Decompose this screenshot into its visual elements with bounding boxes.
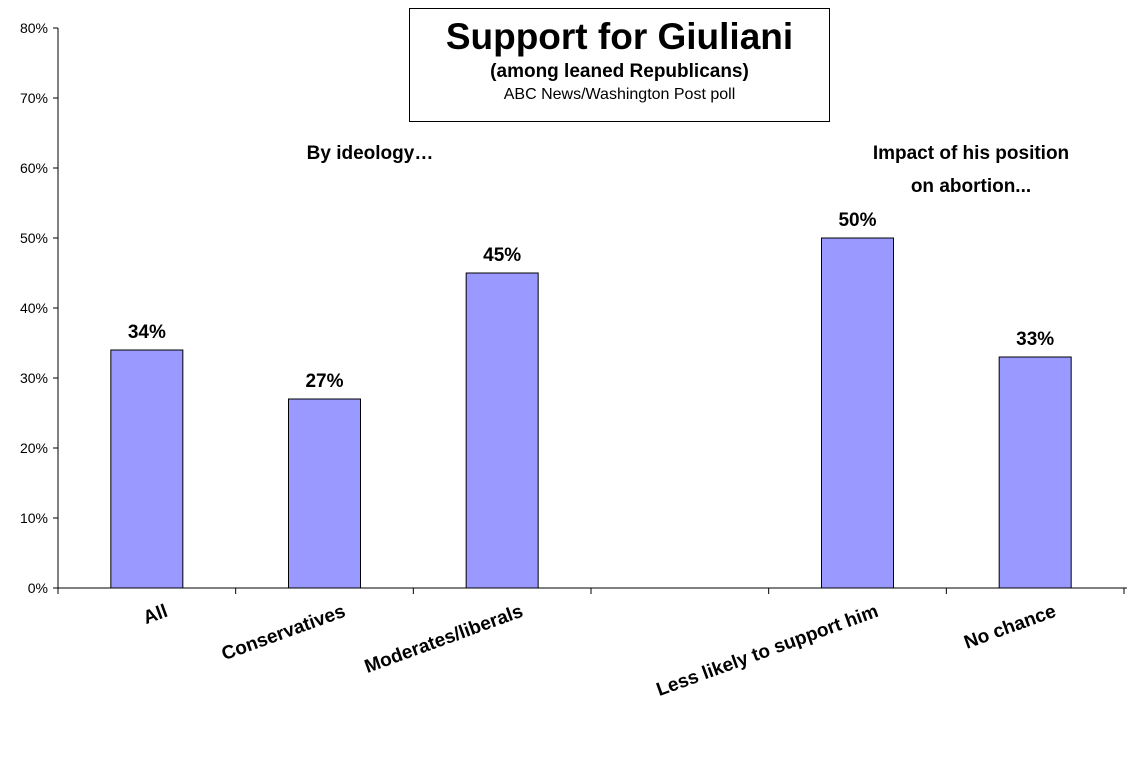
x-category-label: Conservatives (219, 601, 348, 665)
x-category-label: Moderates/liberals (362, 601, 526, 678)
y-tick-label: 20% (20, 440, 48, 456)
bar (110, 349, 184, 589)
bar (288, 398, 361, 589)
x-category-label: Less likely to support him (654, 601, 881, 701)
data-label: 27% (305, 371, 343, 392)
y-tick-label: 80% (20, 20, 48, 36)
data-label: 50% (838, 210, 876, 231)
chart-source: ABC News/Washington Post poll (503, 86, 736, 103)
y-tick-label: 10% (20, 510, 48, 526)
data-label: 34% (128, 322, 166, 343)
annotation-abortion-line2: on abortion... (911, 176, 1031, 197)
bar (821, 237, 894, 589)
chart-subtitle: (among leaned Republicans) (490, 61, 749, 82)
data-label: 33% (1016, 329, 1054, 350)
x-category-label: No chance (961, 601, 1058, 654)
y-tick-label: 0% (28, 580, 48, 596)
chart-title-box: Support for Giuliani (among leaned Repub… (409, 8, 830, 122)
data-label: 45% (483, 245, 521, 266)
x-category-label: All (141, 601, 171, 629)
chart-title: Support for Giuliani (445, 16, 794, 57)
y-tick-label: 30% (20, 370, 48, 386)
y-tick-label: 50% (20, 230, 48, 246)
y-tick-label: 60% (20, 160, 48, 176)
bar (465, 272, 539, 589)
bar (998, 356, 1072, 589)
y-tick-label: 40% (20, 300, 48, 316)
annotation-ideology: By ideology… (307, 143, 434, 164)
y-tick-label: 70% (20, 90, 48, 106)
annotation-abortion-line1: Impact of his position (873, 143, 1069, 164)
